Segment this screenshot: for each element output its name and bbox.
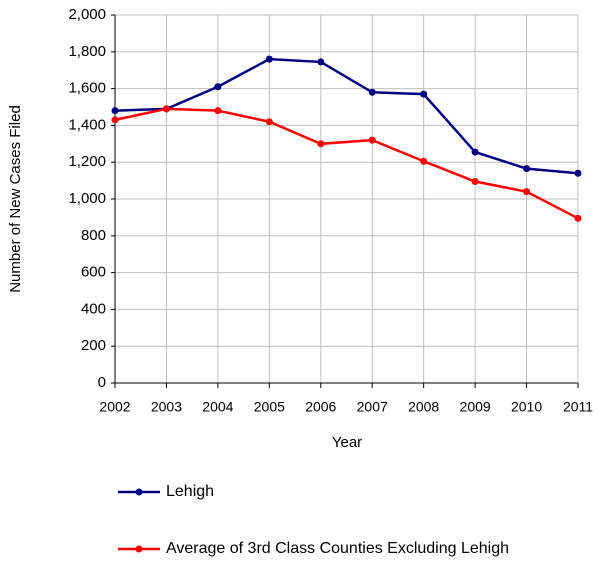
legend-label: Average of 3rd Class Counties Excluding … — [166, 540, 510, 557]
point — [574, 214, 582, 222]
point — [420, 157, 428, 165]
x-tick-label: 2009 — [460, 399, 491, 415]
x-tick-label: 2004 — [202, 399, 233, 415]
y-tick-label: 600 — [81, 264, 106, 281]
series-line — [114, 57, 579, 175]
point — [368, 88, 376, 96]
point — [471, 148, 479, 156]
point — [214, 107, 222, 115]
legend-label: Lehigh — [166, 483, 215, 500]
point — [265, 118, 273, 126]
point — [111, 116, 119, 124]
y-tick-label: 1,400 — [68, 116, 106, 133]
point — [523, 165, 531, 173]
x-tick-label: 2002 — [99, 399, 130, 415]
y-tick-label: 1,200 — [68, 153, 106, 170]
y-tick-label: 0 — [98, 374, 106, 391]
y-axis-label: Number of New Cases Filed — [7, 105, 24, 293]
y-tick-label: 200 — [81, 337, 106, 354]
x-tick-label: 2006 — [305, 399, 336, 415]
point — [111, 107, 119, 115]
x-axis-label: Year — [332, 434, 362, 451]
point — [368, 136, 376, 144]
series-line — [114, 107, 579, 220]
point — [162, 105, 170, 113]
y-tick-label: 800 — [81, 227, 106, 244]
point — [574, 169, 582, 177]
point — [523, 188, 531, 196]
y-tick-label: 1,000 — [68, 190, 106, 207]
point — [214, 83, 222, 91]
x-tick-label: 2007 — [357, 399, 388, 415]
legend-marker — [135, 488, 143, 496]
x-tick-label: 2010 — [511, 399, 542, 415]
y-tick-label: 400 — [81, 300, 106, 317]
point — [265, 55, 273, 63]
x-tick-label: 2011 — [563, 399, 593, 415]
x-tick-label: 2003 — [151, 399, 182, 415]
y-tick-label: 1,800 — [68, 43, 106, 60]
x-tick-label: 2008 — [408, 399, 439, 415]
point — [420, 90, 428, 98]
y-tick-label: 1,600 — [68, 80, 106, 97]
y-tick-label: 2,000 — [68, 6, 106, 23]
legend-marker — [135, 545, 143, 553]
x-tick-label: 2005 — [254, 399, 285, 415]
point — [317, 58, 325, 66]
point — [471, 178, 479, 186]
point — [317, 140, 325, 148]
